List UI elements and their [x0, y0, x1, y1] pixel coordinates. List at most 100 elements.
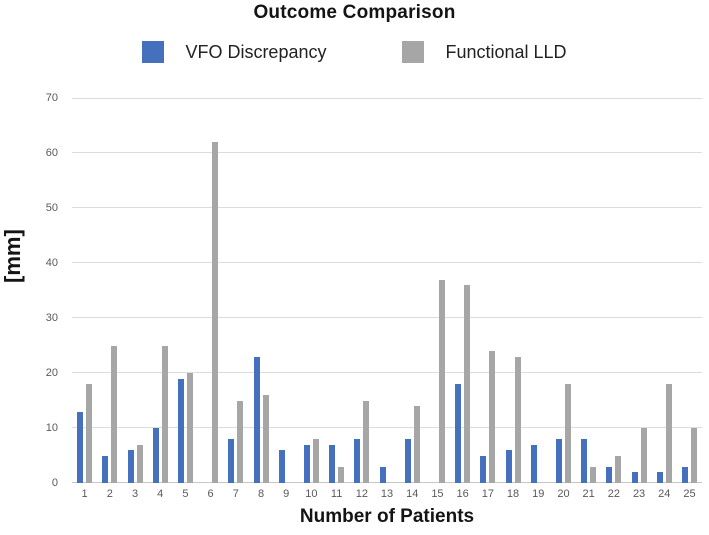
bar-lld-patient-22 — [615, 455, 622, 483]
gridline-20 — [72, 372, 702, 373]
x-tick-label-3: 3 — [131, 488, 139, 500]
y-tick-label-70: 70 — [45, 92, 58, 104]
bar-group-patient-4 — [148, 98, 173, 483]
x-axis-title: Number of Patients — [299, 506, 475, 527]
bar-vfo-patient-5 — [177, 378, 184, 483]
bar-group-patient-16 — [450, 98, 475, 483]
y-tick-label-10: 10 — [45, 422, 58, 434]
bar-lld-patient-11 — [338, 466, 345, 483]
bar-group-patient-11 — [324, 98, 349, 483]
bar-vfo-patient-7 — [228, 439, 235, 483]
x-tick-label-1: 1 — [81, 488, 88, 500]
legend-swatch-gray-icon — [402, 41, 425, 63]
bar-lld-patient-17 — [489, 351, 496, 483]
gridline-30 — [72, 317, 702, 318]
x-tick-label-12: 12 — [355, 488, 368, 500]
bar-vfo-patient-9 — [278, 450, 285, 483]
bar-lld-patient-14 — [413, 406, 420, 483]
bar-vfo-patient-24 — [656, 472, 663, 483]
bar-vfo-patient-4 — [152, 428, 159, 483]
bar-vfo-patient-20 — [555, 439, 562, 483]
gridline-50 — [72, 207, 702, 208]
bar-group-patient-6 — [198, 98, 223, 483]
x-tick-label-2: 2 — [106, 488, 113, 500]
bar-vfo-patient-18 — [505, 450, 512, 483]
bar-vfo-patient-17 — [480, 455, 487, 483]
x-tick-label-8: 8 — [257, 488, 265, 500]
x-tick-label-20: 20 — [557, 488, 570, 500]
bar-vfo-patient-25 — [681, 466, 688, 483]
x-axis-labels: 1 2 3 4 5 6 7 8 9 10 11 12 13 14 15 16 17 18 19 20 21 22 23 24 2… — [72, 488, 702, 500]
bar-group-patient-17 — [475, 98, 500, 483]
bar-lld-patient-23 — [640, 428, 647, 483]
bar-lld-patient-15 — [438, 279, 445, 483]
bar-lld-patient-21 — [590, 466, 597, 483]
bar-group-patient-15 — [425, 98, 450, 483]
bar-group-patient-21 — [576, 98, 601, 483]
bar-group-patient-13 — [374, 98, 399, 483]
x-tick-label-22: 22 — [607, 488, 620, 500]
y-tick-label-0: 0 — [51, 477, 58, 489]
bar-group-patient-5 — [173, 98, 198, 483]
bar-lld-patient-10 — [312, 439, 319, 483]
bar-lld-patient-3 — [136, 444, 143, 483]
bar-group-patient-20 — [551, 98, 576, 483]
y-tick-label-50: 50 — [45, 202, 58, 214]
gridline-0 — [72, 482, 702, 483]
x-tick-label-9: 9 — [283, 488, 290, 500]
bar-lld-patient-24 — [665, 384, 672, 483]
bar-vfo-patient-8 — [253, 356, 260, 483]
bar-group-patient-14 — [400, 98, 425, 483]
bar-vfo-patient-2 — [102, 455, 109, 483]
x-tick-label-21: 21 — [582, 488, 595, 500]
y-axis-labels: 0 10 20 30 40 50 60 70 — [0, 92, 58, 489]
x-tick-label-18: 18 — [506, 488, 520, 500]
bar-group-patient-10 — [299, 98, 324, 483]
bar-group-patient-8 — [248, 98, 273, 483]
legend-label: VFO Discrepancy — [185, 41, 327, 62]
bar-group-patient-7 — [223, 98, 248, 483]
bar-vfo-patient-13 — [379, 466, 386, 483]
bar-vfo-patient-1 — [77, 411, 84, 483]
bar-vfo-patient-16 — [455, 384, 462, 483]
bar-vfo-patient-14 — [404, 439, 411, 483]
bar-lld-patient-5 — [186, 373, 193, 483]
x-tick-label-5: 5 — [182, 488, 189, 500]
gridline-10 — [72, 427, 702, 428]
bars-container — [72, 98, 702, 483]
bar-group-patient-25 — [677, 98, 702, 483]
bar-group-patient-18 — [500, 98, 525, 483]
x-tick-label-23: 23 — [632, 488, 646, 500]
legend-swatch-blue-icon — [142, 41, 165, 63]
x-tick-label-16: 16 — [456, 488, 469, 500]
bar-group-patient-12 — [349, 98, 374, 483]
y-tick-label-20: 20 — [45, 367, 58, 379]
bar-lld-patient-25 — [690, 428, 697, 483]
y-tick-label-60: 60 — [45, 147, 58, 159]
bar-group-patient-9 — [274, 98, 299, 483]
x-tick-label-11: 11 — [330, 488, 343, 500]
bar-vfo-patient-3 — [127, 450, 134, 483]
bar-vfo-patient-22 — [606, 466, 613, 483]
bar-group-patient-23 — [626, 98, 651, 483]
x-tick-label-17: 17 — [481, 488, 494, 500]
x-tick-label-14: 14 — [406, 488, 419, 500]
bar-group-patient-1 — [72, 98, 97, 483]
bar-lld-patient-12 — [363, 400, 370, 483]
bar-lld-patient-18 — [514, 356, 521, 483]
bar-lld-patient-1 — [86, 384, 93, 483]
chart-title: Outcome Comparison — [253, 2, 456, 23]
legend-item-functional-lld: Functional LLD — [402, 41, 567, 63]
bar-vfo-patient-10 — [303, 444, 310, 483]
bar-group-patient-22 — [601, 98, 626, 483]
bar-vfo-patient-19 — [530, 444, 537, 483]
bar-lld-patient-16 — [464, 285, 471, 483]
legend-item-vfo-discrepancy: VFO Discrepancy — [142, 41, 326, 63]
bar-vfo-patient-11 — [329, 444, 336, 483]
bar-vfo-patient-23 — [631, 472, 638, 483]
bar-lld-patient-6 — [212, 142, 219, 483]
bar-group-patient-2 — [97, 98, 122, 483]
bar-lld-patient-2 — [111, 345, 118, 483]
x-tick-label-4: 4 — [157, 488, 164, 500]
